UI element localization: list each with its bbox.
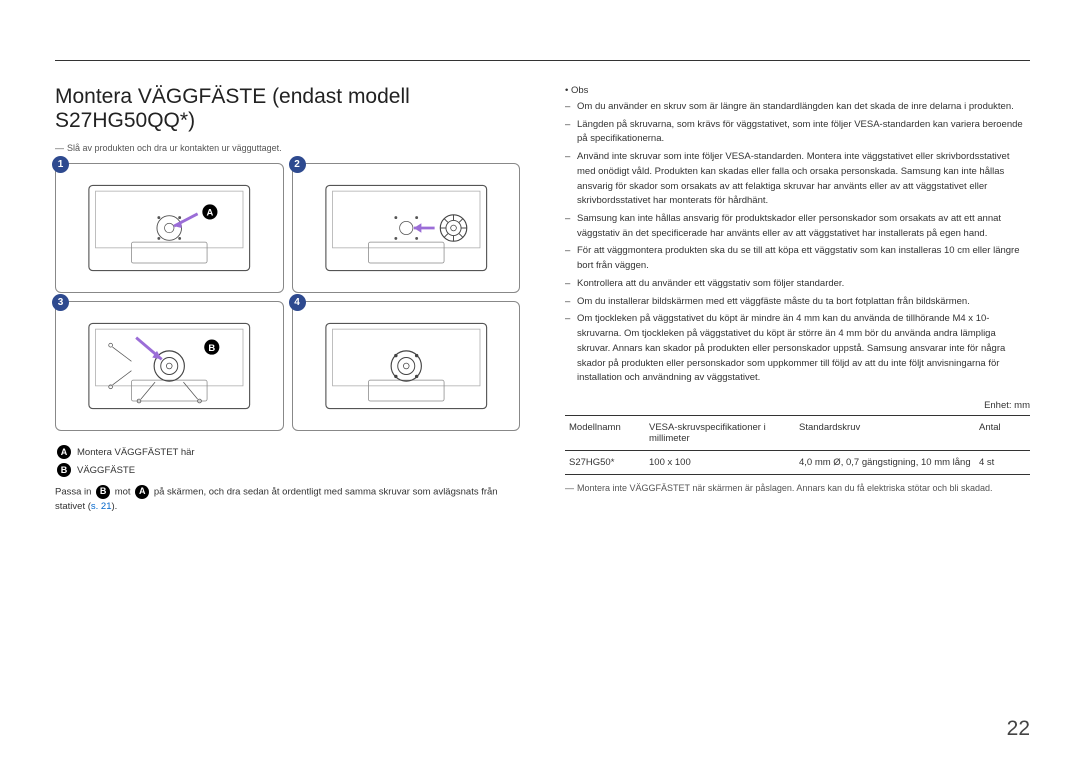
- page-link[interactable]: s. 21: [91, 501, 112, 512]
- td-qty: 4 st: [975, 450, 1030, 474]
- td-screw: 4,0 mm Ø, 0,7 gängstigning, 10 mm lång: [795, 450, 975, 474]
- step-number-badge: 4: [289, 294, 306, 311]
- svg-text:B: B: [208, 343, 215, 354]
- top-rule: [55, 60, 1030, 61]
- step-panel-4: 4: [292, 301, 521, 431]
- assembly-instruction: Passa in B mot A på skärmen, och dra sed…: [55, 485, 520, 514]
- letter-badge-b-inline: B: [96, 485, 110, 499]
- note-item: Kontrollera att du använder ett väggstat…: [565, 277, 1030, 292]
- page-number: 22: [1007, 717, 1030, 741]
- step4-illustration: [305, 314, 508, 418]
- instr-prefix: Passa in: [55, 487, 94, 498]
- spec-table: Modellnamn VESA-skruvspecifikationer i m…: [565, 415, 1030, 475]
- note-item: Längden på skruvarna, som krävs för vägg…: [565, 118, 1030, 147]
- step-panel-3: 3: [55, 301, 284, 431]
- note-item: För att väggmontera produkten ska du se …: [565, 244, 1030, 273]
- instr-suffix: ).: [112, 501, 118, 512]
- notes-list: Om du använder en skruv som är längre än…: [565, 100, 1030, 386]
- note-item: Om tjockleken på väggstativet du köpt är…: [565, 312, 1030, 386]
- letter-badge-b: B: [57, 463, 71, 477]
- letter-badge-a-inline: A: [135, 485, 149, 499]
- legend-line-b: B VÄGGFÄSTE: [55, 463, 520, 477]
- td-model: S27HG50*: [565, 450, 645, 474]
- left-column: Montera VÄGGFÄSTE (endast modell S27HG50…: [55, 85, 520, 514]
- step2-illustration: [305, 176, 508, 280]
- instr-mid1: mot: [112, 487, 133, 498]
- th-model: Modellnamn: [565, 415, 645, 450]
- letter-badge-a: A: [57, 445, 71, 459]
- right-column: • Obs Om du använder en skruv som är län…: [565, 85, 1030, 514]
- step-number-badge: 1: [52, 156, 69, 173]
- legend-line-a: A Montera VÄGGFÄSTET här: [55, 445, 520, 459]
- step-number-badge: 2: [289, 156, 306, 173]
- step1-illustration: A: [68, 176, 271, 280]
- note-item: Om du installerar bildskärmen med ett vä…: [565, 295, 1030, 310]
- legend-b-text: VÄGGFÄSTE: [77, 465, 135, 476]
- step-grid: 1 A 2: [55, 163, 520, 431]
- bottom-warning: Montera inte VÄGGFÄSTET när skärmen är p…: [565, 483, 1030, 493]
- th-qty: Antal: [975, 415, 1030, 450]
- step-panel-2: 2: [292, 163, 521, 293]
- td-vesa: 100 x 100: [645, 450, 795, 474]
- table-row: S27HG50* 100 x 100 4,0 mm Ø, 0,7 gängsti…: [565, 450, 1030, 474]
- legend-a-text: Montera VÄGGFÄSTET här: [77, 447, 195, 458]
- content-columns: Montera VÄGGFÄSTE (endast modell S27HG50…: [55, 85, 1030, 514]
- th-screw: Standardskruv: [795, 415, 975, 450]
- note-item: Använd inte skruvar som inte följer VESA…: [565, 150, 1030, 209]
- svg-text:A: A: [206, 208, 213, 219]
- precaution-note: Slå av produkten och dra ur kontakten ur…: [55, 143, 520, 153]
- note-item: Om du använder en skruv som är längre än…: [565, 100, 1030, 115]
- step-number-badge: 3: [52, 294, 69, 311]
- step-panel-1: 1 A: [55, 163, 284, 293]
- unit-label: Enhet: mm: [565, 400, 1030, 411]
- note-item: Samsung kan inte hållas ansvarig för pro…: [565, 212, 1030, 241]
- step3-illustration: B: [68, 314, 271, 418]
- page-title: Montera VÄGGFÄSTE (endast modell S27HG50…: [55, 85, 520, 133]
- table-header-row: Modellnamn VESA-skruvspecifikationer i m…: [565, 415, 1030, 450]
- notes-header: • Obs: [565, 85, 1030, 96]
- th-vesa: VESA-skruvspecifikationer i millimeter: [645, 415, 795, 450]
